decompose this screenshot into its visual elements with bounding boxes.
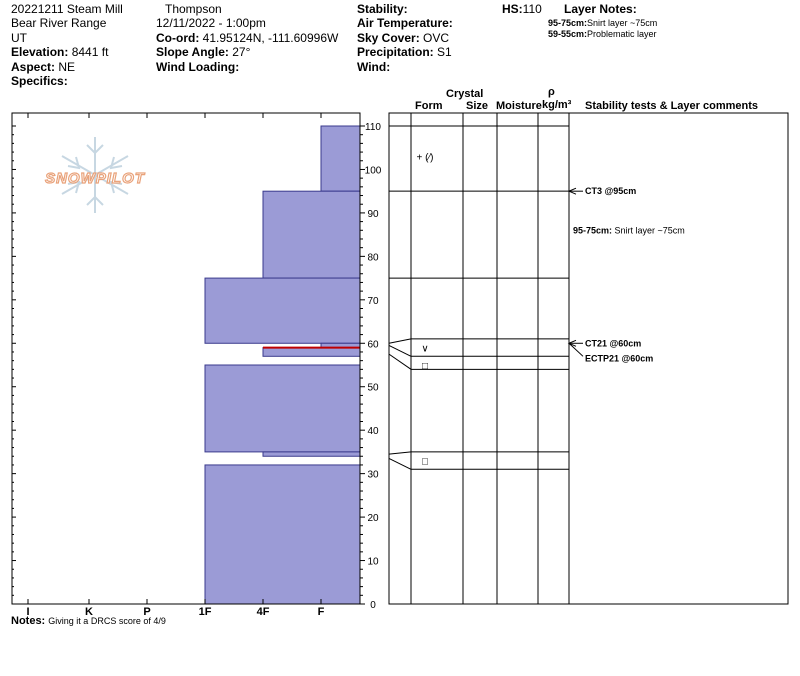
observer-name: Thompson xyxy=(165,2,222,16)
depth-label-20: 20 xyxy=(367,513,379,524)
depth-label-60: 60 xyxy=(367,339,379,350)
depth-label-100: 100 xyxy=(365,165,382,176)
aspect: Aspect: NE xyxy=(11,60,75,74)
specifics-label: Specifics: xyxy=(11,74,68,88)
snowpilot-logo-text: SNOWPILOT xyxy=(45,170,146,187)
depth-label-90: 90 xyxy=(367,209,379,220)
stability-arrow-ectp21 xyxy=(568,342,584,357)
depth-label-0: 0 xyxy=(370,600,376,611)
depth-label-50: 50 xyxy=(367,383,379,394)
aspect-label: Aspect: xyxy=(11,60,56,74)
hs-value: 110 xyxy=(522,2,542,16)
layer-comment-text: Snirt layer ~75cm xyxy=(615,225,685,235)
pit-date-location: 20221211 Steam Mill xyxy=(11,2,123,16)
hardness-layer-bar xyxy=(204,464,361,605)
layer-note-1: 95-75cm:Snirt layer ~75cm xyxy=(548,18,657,28)
coord-label: Co-ord: xyxy=(156,31,200,45)
col-rho: ρ xyxy=(548,86,555,98)
layer-note-1-range: 95-75cm: xyxy=(548,18,588,28)
aspect-value: NE xyxy=(58,60,76,74)
snow-height: HS:110 xyxy=(502,2,542,16)
layer-note-2-text: Problematic layer xyxy=(587,29,657,39)
depth-label-10: 10 xyxy=(367,557,379,568)
hardness-layer-bar xyxy=(262,347,361,357)
air-temperature-label: Air Temperature: xyxy=(357,16,453,30)
col-moisture: Moisture xyxy=(496,100,542,112)
layer-note-1-text: Snirt layer ~75cm xyxy=(587,18,658,28)
elevation-value: 8441 ft xyxy=(71,45,109,59)
sky-label: Sky Cover: xyxy=(357,31,420,45)
slope-label: Slope Angle: xyxy=(156,45,229,59)
stability-arrow-ct3-head xyxy=(567,187,577,195)
col-size: Size xyxy=(466,100,489,112)
coordinates: Co-ord: 41.95124N, -111.60996W xyxy=(156,31,338,45)
crystal-form-symbol: + (⁄) xyxy=(417,152,434,163)
col-form: Form xyxy=(415,100,443,112)
snowpilot-logo xyxy=(61,137,129,213)
slope-value: 27° xyxy=(232,45,251,59)
hardness-label-f: F xyxy=(318,606,325,618)
hardness-layer-bar xyxy=(262,451,361,457)
wind-loading-label: Wind Loading: xyxy=(156,60,240,74)
depth-label-40: 40 xyxy=(367,426,379,437)
hardness-layer-bar xyxy=(320,125,361,192)
depth-label-80: 80 xyxy=(367,252,379,263)
hardness-layer-bar xyxy=(262,190,361,279)
layer-note-2: 59-55cm:Problematic layer xyxy=(548,29,657,39)
observation-datetime: 12/11/2022 - 1:00pm xyxy=(156,16,266,30)
wind-label: Wind: xyxy=(357,60,391,74)
col-density: kg/m³ xyxy=(542,99,572,111)
hardness-layer-bar xyxy=(204,364,361,453)
hardness-label-1f: 1F xyxy=(199,606,212,618)
layer-connector-line xyxy=(388,338,412,344)
layer-connector-line xyxy=(388,344,412,357)
hardness-layer-bar xyxy=(204,277,361,344)
coord-value: 41.95124N, -111.60996W xyxy=(202,31,339,45)
hs-label: HS: xyxy=(502,2,523,16)
stability-test-ct3: CT3 @95cm xyxy=(585,186,636,196)
notes-label: Notes: xyxy=(11,615,46,627)
stability-test-ectp21: ECTP21 @60cm xyxy=(585,353,653,363)
hardness-label-i: I xyxy=(26,606,29,618)
col-stability-comments: Stability tests & Layer comments xyxy=(585,100,759,112)
elevation-label: Elevation: xyxy=(11,45,69,59)
layer-comment-snirt: 95-75cm: Snirt layer ~75cm xyxy=(573,225,685,235)
notes: Notes: Giving it a DRCS score of 4/9 xyxy=(11,615,166,627)
layer-connector-line xyxy=(388,451,412,455)
crystal-form-symbol: ∨ xyxy=(421,344,428,355)
chart-frame xyxy=(11,112,361,605)
sky-value: OVC xyxy=(423,31,450,45)
layer-comment-range: 95-75cm: xyxy=(573,225,615,235)
sky-cover: Sky Cover: OVC xyxy=(357,31,449,45)
stability-label: Stability: xyxy=(357,2,408,16)
hardness-label-4f: 4F xyxy=(257,606,270,618)
depth-label-30: 30 xyxy=(367,470,379,481)
mountain-range: Bear River Range xyxy=(11,16,107,30)
col-crystal: Crystal xyxy=(446,88,484,100)
precipitation: Precipitation: S1 xyxy=(357,45,452,59)
precip-value: S1 xyxy=(437,45,452,59)
hardness-label-k: K xyxy=(85,606,93,618)
precip-label: Precipitation: xyxy=(357,45,434,59)
state: UT xyxy=(11,31,27,45)
stability-test-ct21: CT21 @60cm xyxy=(585,338,641,348)
layer-notes-label: Layer Notes: xyxy=(564,2,637,16)
layer-connector-line xyxy=(388,353,412,370)
hardness-label-p: P xyxy=(143,606,150,618)
slope-angle: Slope Angle: 27° xyxy=(156,45,250,59)
crystal-form-symbol: □ xyxy=(422,457,428,468)
layer-table-frame xyxy=(388,112,789,605)
elevation: Elevation: 8441 ft xyxy=(11,45,108,59)
depth-label-110: 110 xyxy=(365,122,381,133)
layer-note-2-range: 59-55cm: xyxy=(548,29,588,39)
depth-label-70: 70 xyxy=(367,296,379,307)
layer-connector-line xyxy=(388,457,412,470)
notes-text: Giving it a DRCS score of 4/9 xyxy=(48,616,166,626)
crystal-form-symbol: □ xyxy=(422,361,428,372)
